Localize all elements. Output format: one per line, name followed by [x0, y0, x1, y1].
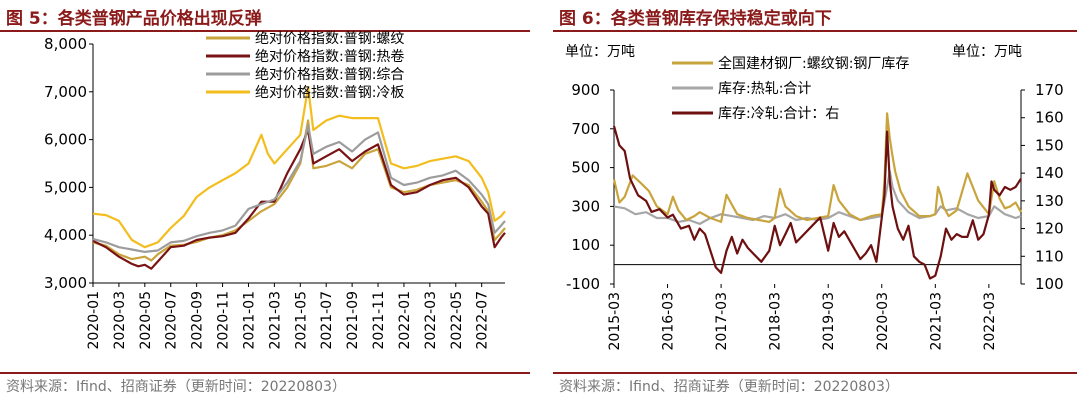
series-line-2 — [92, 128, 506, 270]
x-tick-label: 2016-03 — [661, 292, 677, 351]
y-right-tick-label: 100 — [1035, 275, 1064, 293]
y-left-tick-label: 700 — [571, 120, 600, 138]
y-left-tick-label: 100 — [571, 236, 600, 254]
x-tick-label: 2022-01 — [397, 291, 413, 350]
x-tick-label: 2021-11 — [371, 291, 387, 350]
x-tick-label: 2020-07 — [164, 291, 180, 350]
figure-6-top-rule — [553, 30, 1077, 32]
x-tick-label: 2021-07 — [319, 291, 335, 350]
x-tick-label: 2021-03 — [267, 291, 283, 350]
y-right-tick-label: 160 — [1035, 109, 1064, 127]
x-tick-label: 2020-09 — [190, 291, 206, 350]
y-left-tick-label: -100 — [566, 275, 600, 293]
x-tick-label: 2020-03 — [112, 291, 128, 350]
x-tick-label: 2020-05 — [138, 291, 154, 350]
x-tick-label: 2018-03 — [768, 292, 784, 351]
unit-right-label: 单位：万吨 — [952, 44, 1022, 60]
series-line-1 — [92, 119, 506, 262]
y-right-tick-label: 120 — [1035, 220, 1064, 238]
x-tick-label: 2022-03 — [982, 292, 998, 351]
figure-6-chart: 单位：万吨 单位：万吨 -100 100 300 500 700 900 100 110 120 13… — [565, 44, 1064, 351]
figure-5-chart: 3,000 4,000 5,000 6,000 7,000 8,000 2020-01 202… — [44, 31, 506, 350]
x-tick-label: 2017-03 — [714, 292, 730, 351]
legend-label-3: 绝对价格指数:普钢:综合 — [255, 67, 404, 83]
y-left-tick-label: 300 — [571, 197, 600, 215]
series-line-4 — [92, 85, 506, 249]
figure-6-title: 图 6：各类普钢库存保持稳定或向下 — [559, 9, 832, 29]
x-tick-label: 2015-03 — [607, 292, 623, 351]
x-tick-label: 2022-03 — [423, 291, 439, 350]
y-left-tick-label: 900 — [571, 81, 600, 99]
x-tick-label: 2020-01 — [86, 291, 102, 350]
y-tick-label: 7,000 — [44, 83, 87, 101]
y-tick-label: 3,000 — [44, 274, 87, 292]
figure-6-bottom-rule — [553, 372, 1077, 374]
figure-5-top-rule — [0, 30, 530, 32]
legend-label-1: 绝对价格指数:普钢:螺纹 — [255, 31, 404, 47]
legend-label-4: 绝对价格指数:普钢:冷板 — [255, 85, 404, 101]
figure-6-source: 资料来源：Ifind、招商证券（更新时间：20220803） — [559, 379, 899, 395]
y-tick-label: 6,000 — [44, 131, 87, 149]
figure-5-source: 资料来源：Ifind、招商证券（更新时间：20220803） — [6, 379, 346, 395]
unit-left-label: 单位：万吨 — [565, 44, 635, 60]
y-tick-label: 5,000 — [44, 178, 87, 196]
y-left-tick-label: 500 — [571, 159, 600, 177]
y-right-tick-label: 170 — [1035, 81, 1064, 99]
legend-label-3: 库存:冷轧:合计：右 — [718, 106, 839, 122]
y-right-tick-label: 150 — [1035, 136, 1064, 154]
x-tick-label: 2022-05 — [449, 291, 465, 350]
series-line-3 — [612, 125, 1022, 280]
y-tick-label: 8,000 — [44, 35, 87, 53]
x-tick-label: 2019-03 — [821, 292, 837, 351]
y-right-tick-label: 130 — [1035, 192, 1064, 210]
x-tick-label: 2021-09 — [345, 291, 361, 350]
figure-5-panel: 图 5：各类普钢产品价格出现反弹 3,000 4,000 5,000 6,000 7,0… — [0, 0, 530, 401]
x-tick-label: 2022-07 — [475, 291, 491, 350]
x-tick-label: 2021-03 — [928, 292, 944, 351]
x-tick-label: 2020-11 — [216, 291, 232, 350]
x-tick-label: 2021-05 — [293, 291, 309, 350]
y-right-tick-label: 110 — [1035, 247, 1064, 265]
legend-label-2: 绝对价格指数:普钢:热卷 — [255, 49, 404, 65]
legend-label-1: 全国建材钢厂:螺纹钢:钢厂库存 — [718, 55, 909, 72]
figure-6-panel: 图 6：各类普钢库存保持稳定或向下 单位：万吨 单位：万吨 -100 100 300 50… — [553, 0, 1077, 401]
figure-5-title: 图 5：各类普钢产品价格出现反弹 — [6, 9, 262, 29]
x-tick-label: 2020-03 — [875, 292, 891, 351]
legend-label-2: 库存:热轧:合计 — [718, 81, 811, 97]
x-tick-label: 2021-01 — [241, 291, 257, 350]
figure-5-bottom-rule — [0, 372, 530, 374]
series-line-1 — [612, 112, 1022, 223]
y-right-tick-label: 140 — [1035, 164, 1064, 182]
y-tick-label: 4,000 — [44, 226, 87, 244]
series-line-3 — [92, 124, 506, 253]
